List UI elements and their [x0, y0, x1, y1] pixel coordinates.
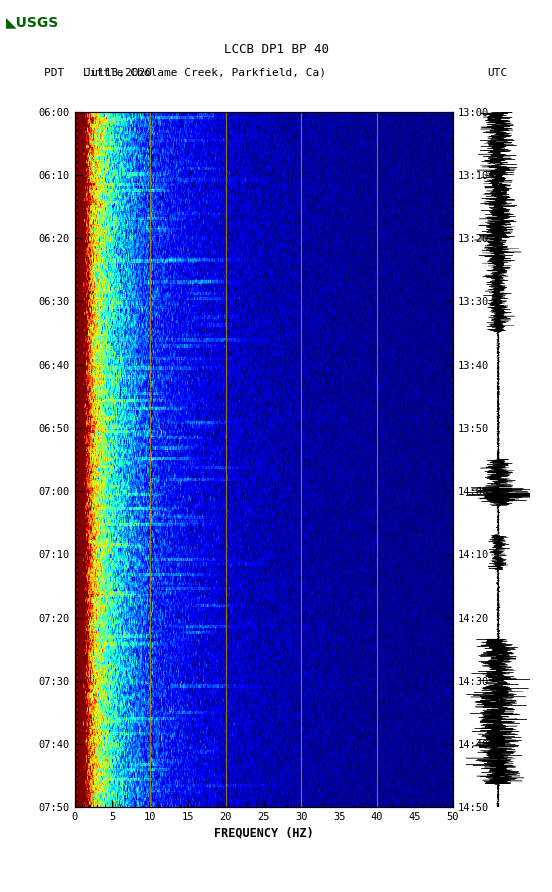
Text: Little Cholame Creek, Parkfield, Ca): Little Cholame Creek, Parkfield, Ca) — [83, 68, 326, 78]
Text: PDT   Jul13,2020: PDT Jul13,2020 — [44, 68, 152, 78]
Text: ◣USGS: ◣USGS — [6, 15, 59, 29]
Text: UTC: UTC — [487, 68, 508, 78]
Text: LCCB DP1 BP 40: LCCB DP1 BP 40 — [224, 43, 328, 56]
X-axis label: FREQUENCY (HZ): FREQUENCY (HZ) — [214, 826, 314, 839]
